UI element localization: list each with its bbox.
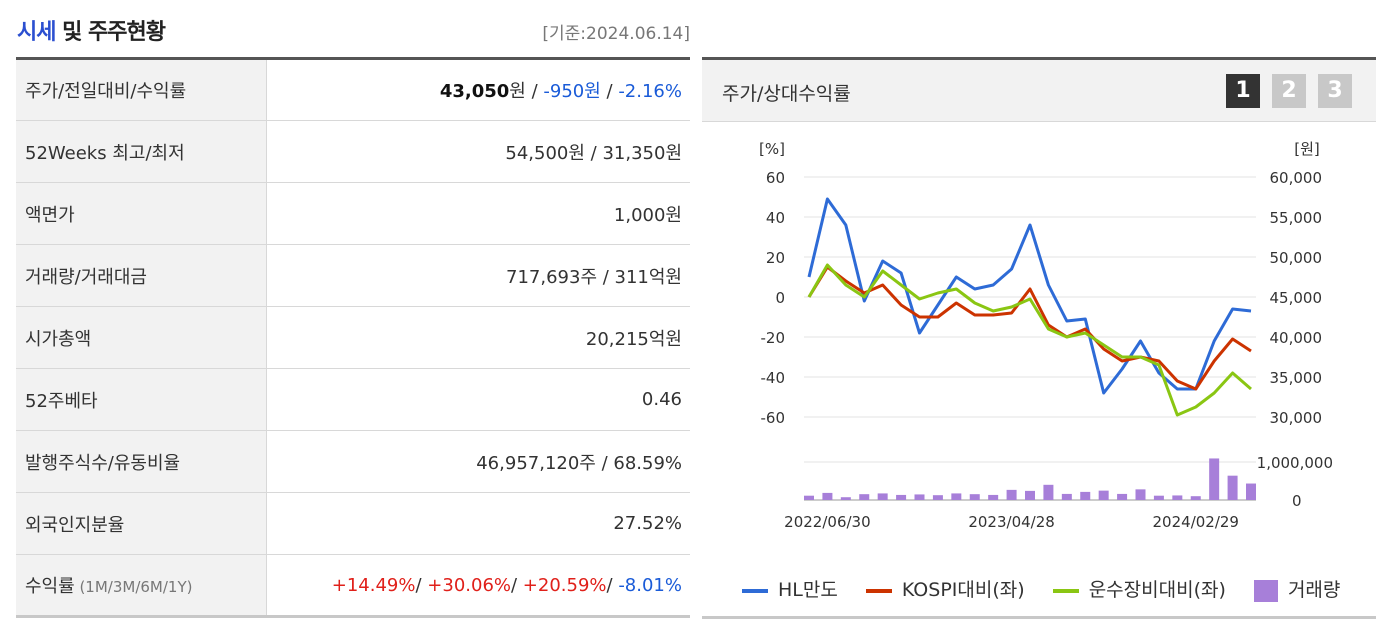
table-row: 수익률 (1M/3M/6M/1Y) +14.49%/ +30.06%/ +20.… [16, 554, 690, 618]
row-label: 주가/전일대비/수익률 [16, 58, 267, 121]
series-line-2 [807, 265, 1252, 391]
volume-bar [1153, 495, 1164, 500]
table-row: 발행주식수/유동비율 46,957,120주 / 68.59% [16, 430, 690, 493]
volume-bar [1190, 496, 1201, 500]
volume-bar [896, 494, 907, 500]
row-value: 1,000원 [266, 182, 690, 245]
volume-bar [951, 493, 962, 500]
volume-bar [1135, 489, 1146, 500]
row-label: 52Weeks 최고/최저 [16, 120, 267, 183]
volume-bar [1172, 495, 1183, 500]
legend-item-volume: 거래량 [1253, 575, 1340, 602]
row-label: 거래량/거래대금 [16, 244, 267, 307]
left-tick-label: 0 [775, 289, 785, 307]
section-title: 시세 및 주주현황 [17, 20, 166, 45]
right-tick-label: 50,000 [1270, 249, 1323, 267]
volume-bar [969, 494, 980, 500]
x-tick-label: 2023/04/28 [968, 513, 1054, 531]
price-info-table: 주가/전일대비/수익률 43,050원 / -950원 / -2.16% 52W… [16, 57, 690, 618]
left-tick-label: 60 [766, 169, 785, 187]
row-label: 52주베타 [16, 368, 267, 431]
right-tick-label: 45,000 [1270, 289, 1323, 307]
table-row: 시가총액 20,215억원 [16, 306, 690, 369]
volume-bar [1246, 483, 1256, 500]
legend-item-sector: 운수장비대비(좌) [1052, 575, 1226, 602]
row-value: 46,957,120주 / 68.59% [266, 430, 690, 493]
series-line-3 [807, 263, 1252, 417]
legend-item-kospi: KOSPI대비(좌) [865, 575, 1025, 602]
section-header: 시세 및 주주현황 [기준:2024.06.14] [16, 0, 690, 58]
volume-bar [1061, 493, 1072, 500]
right-axis-unit: [원] [1294, 140, 1320, 158]
left-tick-label: -60 [761, 409, 786, 427]
volume-bar [1209, 458, 1220, 500]
table-row: 52Weeks 최고/최저 54,500원 / 31,350원 [16, 120, 690, 183]
chart-legend: HL만도 KOSPI대비(좌) 운수장비대비(좌) 거래량 [742, 575, 1362, 602]
right-tick-label: 35,000 [1270, 369, 1323, 387]
row-label: 수익률 (1M/3M/6M/1Y) [16, 554, 267, 618]
volume-bar [804, 495, 814, 500]
volume-bar [840, 497, 851, 500]
x-tick-label: 2024/02/29 [1153, 513, 1239, 531]
x-tick-label: 2022/06/30 [784, 513, 870, 531]
chart-tab-2[interactable]: 2 [1272, 74, 1306, 108]
table-row: 거래량/거래대금 717,693주 / 311억원 [16, 244, 690, 307]
relative-return-chart: [%] [원] 60 60,000 40 55,000 20 50,000 0 45,000 -20… [759, 140, 1333, 531]
row-label: 시가총액 [16, 306, 267, 369]
row-value: 20,215억원 [266, 306, 690, 369]
volume-bar [1098, 490, 1109, 500]
left-tick-label: -40 [761, 369, 786, 387]
volume-bar [822, 492, 833, 500]
volume-bar [859, 494, 870, 500]
chart-tab-1[interactable]: 1 [1226, 74, 1260, 108]
legend-swatch [742, 588, 768, 593]
volume-bar [988, 494, 999, 500]
row-value: 717,693주 / 311억원 [266, 244, 690, 307]
table-row: 액면가 1,000원 [16, 182, 690, 245]
volume-bar [1117, 493, 1128, 500]
volume-bar [914, 494, 925, 500]
left-tick-label: -20 [761, 329, 786, 347]
volume-bar [932, 495, 943, 500]
volume-tick-label: 1,000,000 [1257, 454, 1333, 472]
right-tick-label: 60,000 [1270, 169, 1323, 187]
legend-swatch [1253, 579, 1278, 602]
row-label: 발행주식수/유동비율 [16, 430, 267, 493]
price-summary-section: 시세 및 주주현황 [기준:2024.06.14] 주가/전일대비/수익률 43… [16, 0, 690, 618]
right-tick-label: 55,000 [1270, 209, 1323, 227]
left-axis-unit: [%] [759, 140, 785, 158]
volume-bar [1025, 490, 1035, 500]
left-tick-label: 40 [766, 209, 785, 227]
right-tick-label: 30,000 [1270, 409, 1323, 427]
legend-swatch [1052, 588, 1079, 593]
row-value: 0.46 [266, 368, 690, 431]
row-value: 43,050원 / -950원 / -2.16% [266, 58, 690, 121]
row-label: 액면가 [16, 182, 267, 245]
table-row: 주가/전일대비/수익률 43,050원 / -950원 / -2.16% [16, 58, 690, 121]
reference-date: [기준:2024.06.14] [542, 24, 690, 44]
series-line-1 [807, 197, 1252, 395]
chart-tab-3[interactable]: 3 [1318, 74, 1352, 108]
row-label: 외국인지분율 [16, 492, 267, 555]
volume-bar [1227, 475, 1238, 500]
table-row: 외국인지분율 27.52% [16, 492, 690, 555]
row-value: 54,500원 / 31,350원 [266, 120, 690, 183]
volume-bar [1080, 491, 1091, 500]
left-tick-label: 20 [766, 249, 785, 267]
chart-title: 주가/상대수익률 [722, 83, 851, 105]
row-value: +14.49%/ +30.06%/ +20.59%/ -8.01% [266, 554, 690, 618]
right-tick-label: 40,000 [1270, 329, 1323, 347]
volume-tick-label: 0 [1292, 492, 1302, 510]
volume-bar [1043, 484, 1054, 500]
legend-swatch [865, 588, 892, 593]
legend-item-hl: HL만도 [742, 575, 838, 602]
row-value: 27.52% [266, 492, 690, 555]
table-row: 52주베타 0.46 [16, 368, 690, 431]
volume-bar [1006, 489, 1017, 500]
volume-bar [877, 493, 888, 500]
